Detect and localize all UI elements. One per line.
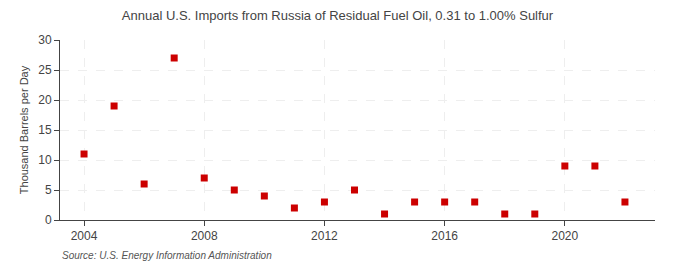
svg-text:0: 0 <box>45 213 52 227</box>
svg-text:2012: 2012 <box>311 229 338 243</box>
svg-text:30: 30 <box>38 33 52 47</box>
svg-text:10: 10 <box>38 153 52 167</box>
svg-text:20: 20 <box>38 93 52 107</box>
svg-text:5: 5 <box>45 183 52 197</box>
svg-text:Thousand Barrels per Day: Thousand Barrels per Day <box>18 65 30 194</box>
svg-text:2004: 2004 <box>71 229 98 243</box>
svg-text:Source: U.S. Energy Informatio: Source: U.S. Energy Information Administ… <box>62 250 272 261</box>
svg-text:25: 25 <box>38 63 52 77</box>
svg-text:15: 15 <box>38 123 52 137</box>
svg-text:2008: 2008 <box>191 229 218 243</box>
svg-text:2020: 2020 <box>551 229 578 243</box>
svg-text:2016: 2016 <box>431 229 458 243</box>
svg-text:Annual U.S. Imports from Russi: Annual U.S. Imports from Russia of Resid… <box>122 8 554 23</box>
